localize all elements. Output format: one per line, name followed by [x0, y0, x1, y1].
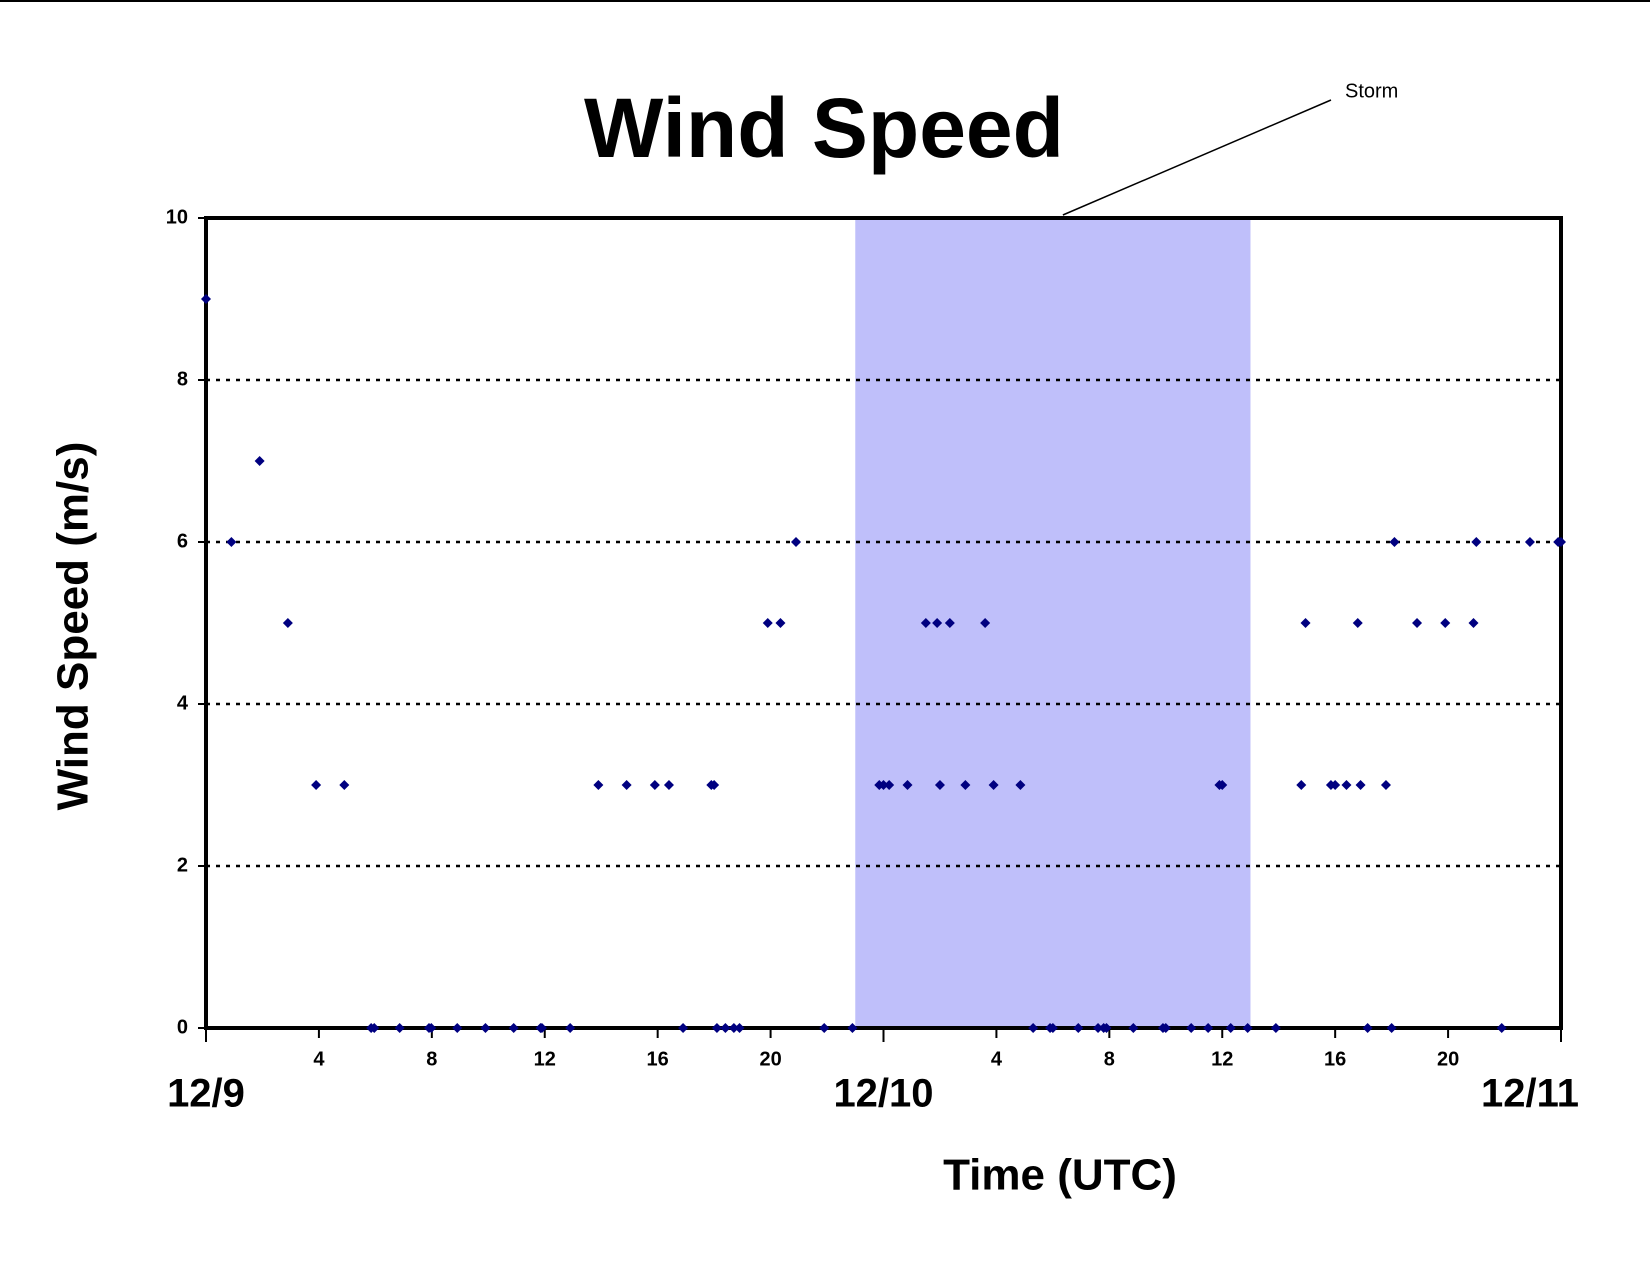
storm-band — [855, 218, 1251, 1028]
point — [282, 618, 293, 628]
point — [1101, 1023, 1112, 1033]
point — [1047, 1023, 1058, 1033]
point — [480, 1023, 491, 1033]
y-axis-label: Wind Speed (m/s) — [49, 442, 98, 811]
point — [394, 1023, 405, 1033]
point — [226, 537, 237, 547]
y-tick-label: 2 — [177, 854, 188, 876]
point — [847, 1023, 858, 1033]
x-tick-label: 4 — [313, 1048, 325, 1070]
storm-leader — [1062, 99, 1332, 216]
point — [1556, 537, 1566, 547]
point — [1380, 780, 1391, 790]
chart-title: Wind Speed — [584, 81, 1064, 175]
point — [1440, 618, 1451, 628]
point — [663, 780, 674, 790]
point — [980, 618, 991, 628]
x-tick-label: 16 — [647, 1048, 669, 1070]
point — [790, 537, 801, 547]
point — [649, 780, 660, 790]
point — [339, 780, 350, 790]
point — [1330, 780, 1341, 790]
point — [452, 1023, 463, 1033]
date-tick-label: 12/9 — [167, 1072, 245, 1116]
point — [884, 780, 895, 790]
point — [254, 456, 265, 466]
point — [902, 780, 913, 790]
point — [988, 780, 999, 790]
point — [1524, 537, 1535, 547]
point — [1355, 780, 1366, 790]
point — [932, 618, 943, 628]
x-tick-label: 8 — [1104, 1048, 1115, 1070]
point — [1468, 618, 1479, 628]
point — [1073, 1023, 1084, 1033]
point — [536, 1023, 547, 1033]
point — [426, 1023, 437, 1033]
point — [1389, 537, 1400, 547]
y-tick-label: 0 — [177, 1016, 188, 1038]
point — [1160, 1023, 1171, 1033]
point — [311, 780, 322, 790]
point — [369, 1023, 380, 1033]
point — [621, 780, 632, 790]
point — [565, 1023, 576, 1033]
point — [1015, 780, 1026, 790]
point — [1362, 1023, 1373, 1033]
x-tick-label: 12 — [534, 1048, 556, 1070]
point — [1352, 618, 1363, 628]
point — [1225, 1023, 1236, 1033]
point — [775, 618, 786, 628]
point — [1386, 1023, 1397, 1033]
storm-label: Storm — [1345, 80, 1398, 102]
point — [709, 780, 720, 790]
x-axis-label: Time (UTC) — [943, 1151, 1177, 1200]
point — [934, 780, 945, 790]
point — [1270, 1023, 1281, 1033]
point — [1300, 618, 1311, 628]
point — [762, 618, 773, 628]
plot-frame — [204, 216, 1563, 1030]
point — [1203, 1023, 1214, 1033]
x-tick-label: 8 — [426, 1048, 437, 1070]
point — [508, 1023, 519, 1033]
point — [819, 1023, 830, 1033]
date-tick-label: 12/10 — [833, 1072, 933, 1116]
y-tick-label: 10 — [166, 206, 188, 228]
x-tick-label: 20 — [759, 1048, 781, 1070]
x-tick-label: 20 — [1437, 1048, 1459, 1070]
point — [593, 780, 604, 790]
point — [1217, 780, 1228, 790]
x-tick-label: 16 — [1324, 1048, 1346, 1070]
point — [711, 1023, 722, 1033]
point — [1028, 1023, 1039, 1033]
date-tick-label: 12/11 — [1481, 1072, 1579, 1116]
point — [1412, 618, 1423, 628]
point — [1296, 780, 1307, 790]
point — [720, 1023, 731, 1033]
point — [1496, 1023, 1507, 1033]
point — [678, 1023, 689, 1033]
point — [1242, 1023, 1253, 1033]
x-tick-label: 12 — [1211, 1048, 1233, 1070]
y-tick-label: 8 — [177, 368, 188, 390]
point — [944, 618, 955, 628]
point — [734, 1023, 745, 1033]
point — [878, 780, 889, 790]
point — [728, 1023, 739, 1033]
point — [920, 618, 931, 628]
y-tick-label: 6 — [177, 530, 188, 552]
point — [1186, 1023, 1197, 1033]
point — [1093, 1023, 1104, 1033]
point — [1471, 537, 1482, 547]
point — [1341, 780, 1352, 790]
point — [201, 294, 211, 304]
point — [960, 780, 971, 790]
y-tick-label: 4 — [177, 692, 189, 714]
x-tick-label: 4 — [991, 1048, 1003, 1070]
point — [1128, 1023, 1139, 1033]
